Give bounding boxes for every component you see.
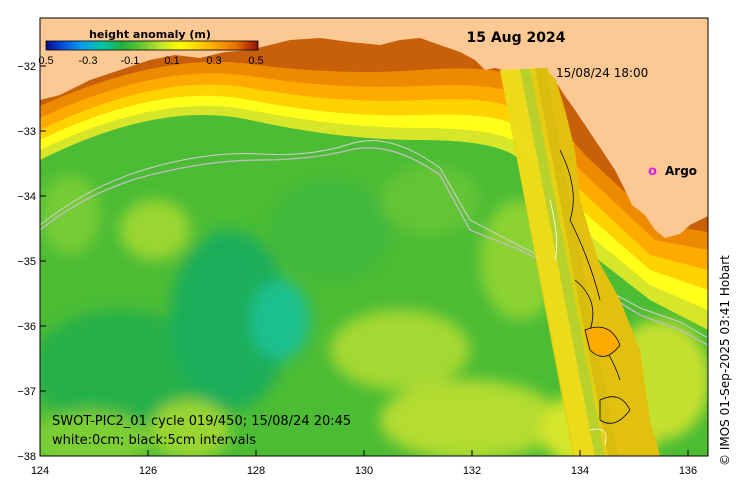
x-tick-label: 126 [139, 465, 157, 477]
swot-swath [500, 68, 660, 456]
x-tick-label: 128 [247, 465, 265, 477]
colorbar-tick: 0.5 [248, 55, 263, 67]
x-tick-label: 132 [463, 465, 481, 477]
x-tick-label: 130 [355, 465, 373, 477]
map-date-title: 15 Aug 2024 [466, 30, 565, 46]
colorbar-tick: 0.3 [206, 55, 221, 67]
x-tick-label: 124 [31, 465, 49, 477]
y-axis: −32 −33 −34 −35 −36 −37 −38 [17, 61, 46, 463]
bathymetry-contour-2 [40, 140, 708, 339]
colorbar-gradient [45, 40, 259, 51]
x-tick-label: 134 [571, 465, 589, 477]
y-tick-label: −35 [17, 256, 36, 268]
swath-time-label: 15/08/24 18:00 [556, 66, 648, 80]
x-axis: 124 126 128 130 132 134 136 [31, 450, 697, 477]
y-tick-label: −36 [17, 321, 36, 333]
colorbar-tick: 0.5 [38, 55, 53, 67]
y-tick-label: −37 [17, 386, 36, 398]
y-tick-label: −33 [17, 126, 36, 138]
plot-frame [39, 17, 709, 457]
bathymetry-contour-1 [40, 147, 708, 346]
swot-info-line1: SWOT-PIC2_01 cycle 019/450; 15/08/24 20:… [52, 414, 351, 429]
map-plot-area [40, 18, 708, 456]
colorbar-tick: -0.1 [121, 55, 140, 67]
y-tick-label: −32 [17, 61, 36, 73]
y-tick-label: −34 [17, 191, 36, 203]
y-tick-label: −38 [17, 451, 36, 463]
colorbar-title: height anomaly (m) [89, 28, 211, 41]
argo-marker: o [648, 164, 657, 179]
swot-info-line2: white:0cm; black:5cm intervals [52, 433, 256, 448]
colorbar-tick: -0.3 [79, 55, 98, 67]
colorbar: height anomaly (m) 0.5 -0.3 -0.1 0.1 0.3… [38, 28, 263, 67]
ocean-anomaly-field [40, 165, 708, 456]
x-tick-label: 136 [679, 465, 697, 477]
argo-label: Argo [665, 164, 697, 178]
imos-credit: © IMOS 01-Sep-2025 03:41 Hobart [718, 255, 732, 466]
colorbar-tick: 0.1 [164, 55, 179, 67]
